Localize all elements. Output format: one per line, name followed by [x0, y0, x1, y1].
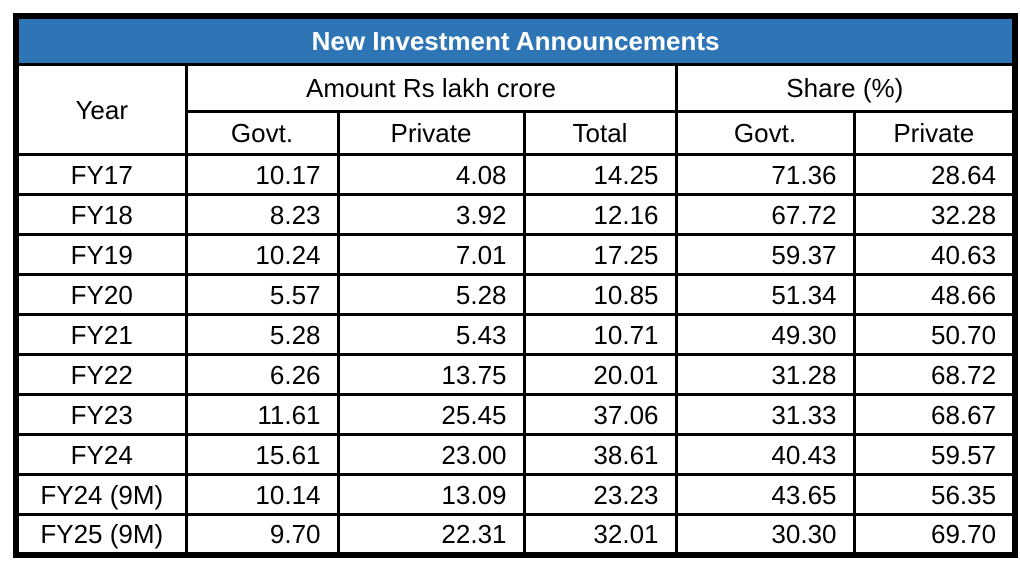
table-row: FY20 5.57 5.28 10.85 51.34 48.66 [14, 273, 1017, 316]
amount-private-cell: 7.01 [336, 233, 526, 276]
table-row: FY24 (9M) 10.14 13.09 23.23 43.65 56.35 [14, 473, 1017, 516]
table-row: FY22 6.26 13.75 20.01 31.28 68.72 [14, 353, 1017, 396]
table-title: New Investment Announcements [14, 14, 1017, 66]
amount-govt-cell: 6.26 [184, 353, 340, 396]
amount-private-cell: 5.28 [336, 273, 526, 316]
col-group-amount: Amount Rs lakh crore [184, 63, 678, 113]
table-row: FY25 (9M) 9.70 22.31 32.01 30.30 69.70 [14, 513, 1017, 556]
amount-total-cell: 17.25 [522, 233, 678, 276]
amount-total-cell: 32.01 [522, 513, 678, 556]
year-cell: FY19 [14, 233, 188, 276]
amount-govt-cell: 15.61 [184, 433, 340, 476]
amount-govt-cell: 10.17 [184, 153, 340, 196]
share-govt-cell: 31.28 [674, 353, 856, 396]
share-private-cell: 68.72 [852, 353, 1017, 396]
table-row: FY21 5.28 5.43 10.71 49.30 50.70 [14, 313, 1017, 356]
col-header-amount-total: Total [522, 110, 678, 156]
amount-govt-cell: 10.14 [184, 473, 340, 516]
share-govt-cell: 31.33 [674, 393, 856, 436]
investment-table-figure: New Investment Announcements Year Amount… [13, 13, 1019, 558]
table-row: FY23 11.61 25.45 37.06 31.33 68.67 [14, 393, 1017, 436]
share-private-cell: 56.35 [852, 473, 1017, 516]
share-private-cell: 59.57 [852, 433, 1017, 476]
share-private-cell: 68.67 [852, 393, 1017, 436]
amount-private-cell: 4.08 [336, 153, 526, 196]
share-private-cell: 28.64 [852, 153, 1017, 196]
table-row: FY24 15.61 23.00 38.61 40.43 59.57 [14, 433, 1017, 476]
amount-total-cell: 23.23 [522, 473, 678, 516]
amount-total-cell: 10.85 [522, 273, 678, 316]
table-row: FY19 10.24 7.01 17.25 59.37 40.63 [14, 233, 1017, 276]
share-private-cell: 48.66 [852, 273, 1017, 316]
share-govt-cell: 40.43 [674, 433, 856, 476]
share-private-cell: 40.63 [852, 233, 1017, 276]
amount-private-cell: 3.92 [336, 193, 526, 236]
amount-private-cell: 13.75 [336, 353, 526, 396]
amount-private-cell: 5.43 [336, 313, 526, 356]
amount-govt-cell: 8.23 [184, 193, 340, 236]
title-row: New Investment Announcements [14, 14, 1017, 66]
col-header-share-govt: Govt. [674, 110, 856, 156]
amount-total-cell: 20.01 [522, 353, 678, 396]
share-govt-cell: 71.36 [674, 153, 856, 196]
col-header-year: Year [14, 63, 188, 156]
amount-private-cell: 13.09 [336, 473, 526, 516]
amount-govt-cell: 9.70 [184, 513, 340, 556]
table-body: FY17 10.17 4.08 14.25 71.36 28.64 FY18 8… [14, 153, 1017, 556]
header-sub-row: Govt. Private Total Govt. Private [16, 110, 1017, 156]
share-govt-cell: 51.34 [674, 273, 856, 316]
col-header-amount-private: Private [336, 110, 526, 156]
amount-total-cell: 37.06 [522, 393, 678, 436]
amount-private-cell: 25.45 [336, 393, 526, 436]
amount-total-cell: 12.16 [522, 193, 678, 236]
col-header-share-private: Private [852, 110, 1017, 156]
share-govt-cell: 43.65 [674, 473, 856, 516]
year-cell: FY21 [14, 313, 188, 356]
share-govt-cell: 67.72 [674, 193, 856, 236]
amount-govt-cell: 10.24 [184, 233, 340, 276]
share-govt-cell: 59.37 [674, 233, 856, 276]
share-private-cell: 50.70 [852, 313, 1017, 356]
amount-total-cell: 10.71 [522, 313, 678, 356]
year-cell: FY24 [14, 433, 188, 476]
amount-private-cell: 23.00 [336, 433, 526, 476]
amount-private-cell: 22.31 [336, 513, 526, 556]
year-cell: FY17 [14, 153, 188, 196]
year-cell: FY25 (9M) [14, 513, 188, 556]
amount-govt-cell: 11.61 [184, 393, 340, 436]
year-cell: FY20 [14, 273, 188, 316]
year-cell: FY22 [14, 353, 188, 396]
share-private-cell: 69.70 [852, 513, 1017, 556]
investment-table: New Investment Announcements Year Amount… [13, 13, 1019, 558]
year-cell: FY24 (9M) [14, 473, 188, 516]
col-group-share: Share (%) [674, 63, 1017, 113]
amount-govt-cell: 5.57 [184, 273, 340, 316]
col-header-amount-govt: Govt. [184, 110, 340, 156]
year-cell: FY18 [14, 193, 188, 236]
amount-total-cell: 38.61 [522, 433, 678, 476]
table-row: FY18 8.23 3.92 12.16 67.72 32.28 [14, 193, 1017, 236]
share-govt-cell: 49.30 [674, 313, 856, 356]
share-govt-cell: 30.30 [674, 513, 856, 556]
amount-govt-cell: 5.28 [184, 313, 340, 356]
amount-total-cell: 14.25 [522, 153, 678, 196]
year-cell: FY23 [14, 393, 188, 436]
header-group-row: Year Amount Rs lakh crore Share (%) [14, 63, 1017, 156]
share-private-cell: 32.28 [852, 193, 1017, 236]
table-row: FY17 10.17 4.08 14.25 71.36 28.64 [14, 153, 1017, 196]
